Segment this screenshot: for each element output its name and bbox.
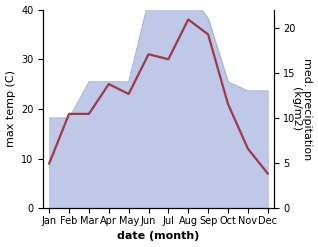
Y-axis label: med. precipitation
(kg/m2): med. precipitation (kg/m2): [291, 58, 313, 160]
X-axis label: date (month): date (month): [117, 231, 200, 242]
Y-axis label: max temp (C): max temp (C): [5, 70, 16, 147]
